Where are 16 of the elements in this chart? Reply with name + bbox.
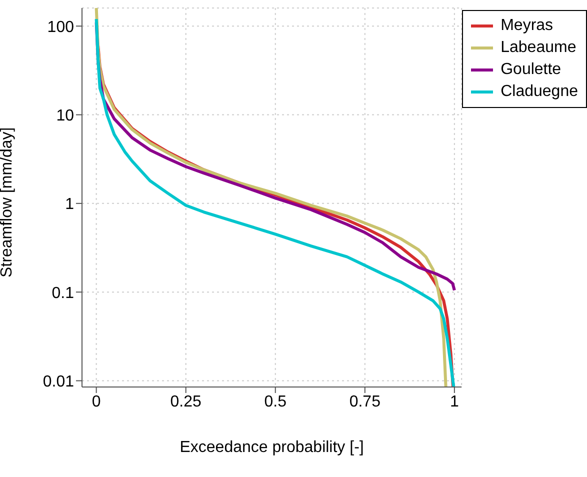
x-axis-title: Exceedance probability [-] [180,439,364,456]
legend-label: Meyras [500,16,554,36]
legend-label: Goulette [500,60,562,80]
y-tick-label: 10 [56,107,74,124]
y-axis-title: Streamflow [mm/day] [0,127,16,278]
y-tick-label: 0.01 [42,373,74,390]
y-tick-label: 0.1 [52,284,74,302]
x-tick-label: 1 [450,393,459,410]
x-tick-label: 0.5 [264,393,287,410]
legend-label: Labeaume [500,38,576,58]
x-tick-label: 0.25 [170,393,202,410]
x-tick-label: 0 [92,393,101,410]
x-tick-label: 0.75 [349,393,381,410]
y-tick-label: 1 [65,196,74,214]
y-tick-label: 100 [47,18,74,36]
legend-label: Claduegne [500,82,578,102]
